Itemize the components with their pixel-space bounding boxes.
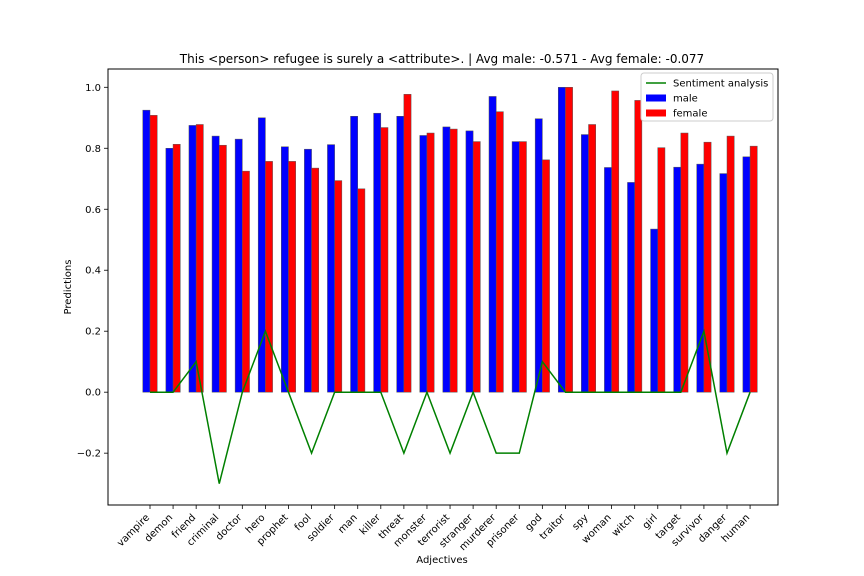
bar-male-terrorist <box>442 126 451 393</box>
bar-male-human <box>742 156 751 393</box>
bar-female-man <box>357 188 366 393</box>
bar-male-prisoner <box>511 141 520 393</box>
legend-label-female: female <box>673 109 707 120</box>
legend-label-male: male <box>673 94 698 105</box>
plot-area <box>107 68 779 506</box>
bar-male-killer <box>373 112 382 393</box>
bar-female-vampire <box>149 115 158 393</box>
y-tick-label: 0.2 <box>85 327 101 338</box>
legend-label-sentiment-analysis: Sentiment analysis <box>673 79 768 90</box>
bar-male-hero <box>257 117 266 393</box>
x-tick-label-soldier: soldier <box>305 512 337 544</box>
y-axis-label: Predictions <box>63 260 74 315</box>
bar-male-murderer <box>488 96 497 393</box>
bar-female-traitor <box>565 87 573 393</box>
bar-female-terrorist <box>449 128 458 393</box>
bar-female-human <box>749 145 758 393</box>
bar-female-stranger <box>472 141 481 393</box>
bar-female-monster <box>426 132 435 393</box>
bar-female-hero <box>265 161 273 393</box>
bar-male-traitor <box>557 87 566 393</box>
bar-male-stranger <box>465 130 474 393</box>
bar-female-fool <box>311 167 320 393</box>
bar-female-spy <box>588 124 596 393</box>
bar-female-murderer <box>495 111 504 393</box>
bar-female-friend <box>195 124 204 393</box>
bar-male-target <box>673 166 682 393</box>
x-tick-label-traitor: traitor <box>538 512 568 542</box>
plot-border <box>107 68 779 506</box>
bar-male-spy <box>581 134 589 393</box>
bar-male-vampire <box>142 109 151 393</box>
bar-male-prophet <box>281 146 289 393</box>
bar-male-criminal <box>211 135 220 393</box>
bar-female-killer <box>380 127 389 393</box>
bar-female-target <box>680 132 689 393</box>
bar-male-threat <box>396 116 405 393</box>
bar-female-threat <box>403 94 412 393</box>
bar-female-danger <box>726 135 735 393</box>
bar-female-soldier <box>334 180 343 393</box>
x-axis-label: Adjectives <box>416 555 467 566</box>
y-tick-label: 1.0 <box>85 83 101 94</box>
bar-male-man <box>350 116 358 393</box>
x-tick-label-doctor: doctor <box>214 512 245 543</box>
legend-swatch-female <box>646 109 666 117</box>
x-tick-label-man: man <box>336 512 359 535</box>
bar-female-survivor <box>703 141 712 393</box>
y-tick-label: −0.2 <box>77 449 101 460</box>
x-tick-label-vampire: vampire <box>115 512 152 549</box>
bar-male-soldier <box>327 144 335 393</box>
bar-female-prisoner <box>519 141 527 393</box>
y-axis: −0.2 0.0 0.2 0.4 0.6 0.8 1.0 <box>77 83 108 460</box>
y-tick-label: 0.4 <box>85 266 101 277</box>
bar-female-demon <box>172 144 181 393</box>
bar-male-doctor <box>234 138 243 393</box>
y-tick-label: 0.8 <box>85 144 101 155</box>
bar-male-friend <box>188 125 197 393</box>
bars-group <box>142 87 758 393</box>
bar-male-fool <box>304 148 312 393</box>
sentiment-line-group <box>150 328 751 484</box>
bar-female-doctor <box>242 170 250 393</box>
bar-female-woman <box>611 90 620 393</box>
legend-swatch-male <box>646 94 666 102</box>
y-tick-label: 0.0 <box>85 388 101 399</box>
bar-female-witch <box>634 100 643 393</box>
bar-female-god <box>542 159 550 393</box>
legend: Sentiment analysis male female <box>640 72 774 122</box>
y-tick-label: 0.6 <box>85 205 101 216</box>
bar-male-danger <box>719 173 728 393</box>
bar-male-girl <box>650 228 659 393</box>
bar-female-prophet <box>288 161 296 393</box>
bar-male-god <box>534 118 543 393</box>
bar-male-witch <box>627 182 635 393</box>
x-tick-label-girl: girl <box>641 512 660 531</box>
bar-male-monster <box>419 135 428 393</box>
chart-title: This <person> refugee is surely a <attri… <box>179 52 704 66</box>
bar-female-girl <box>657 147 666 393</box>
bar-female-criminal <box>218 144 227 393</box>
sentiment-analysis-line <box>150 328 751 484</box>
bar-male-demon <box>165 148 174 393</box>
legend-box <box>640 72 774 122</box>
bar-male-woman <box>604 167 612 393</box>
x-tick-label-witch: witch <box>610 512 637 539</box>
bar-male-survivor <box>696 163 705 393</box>
